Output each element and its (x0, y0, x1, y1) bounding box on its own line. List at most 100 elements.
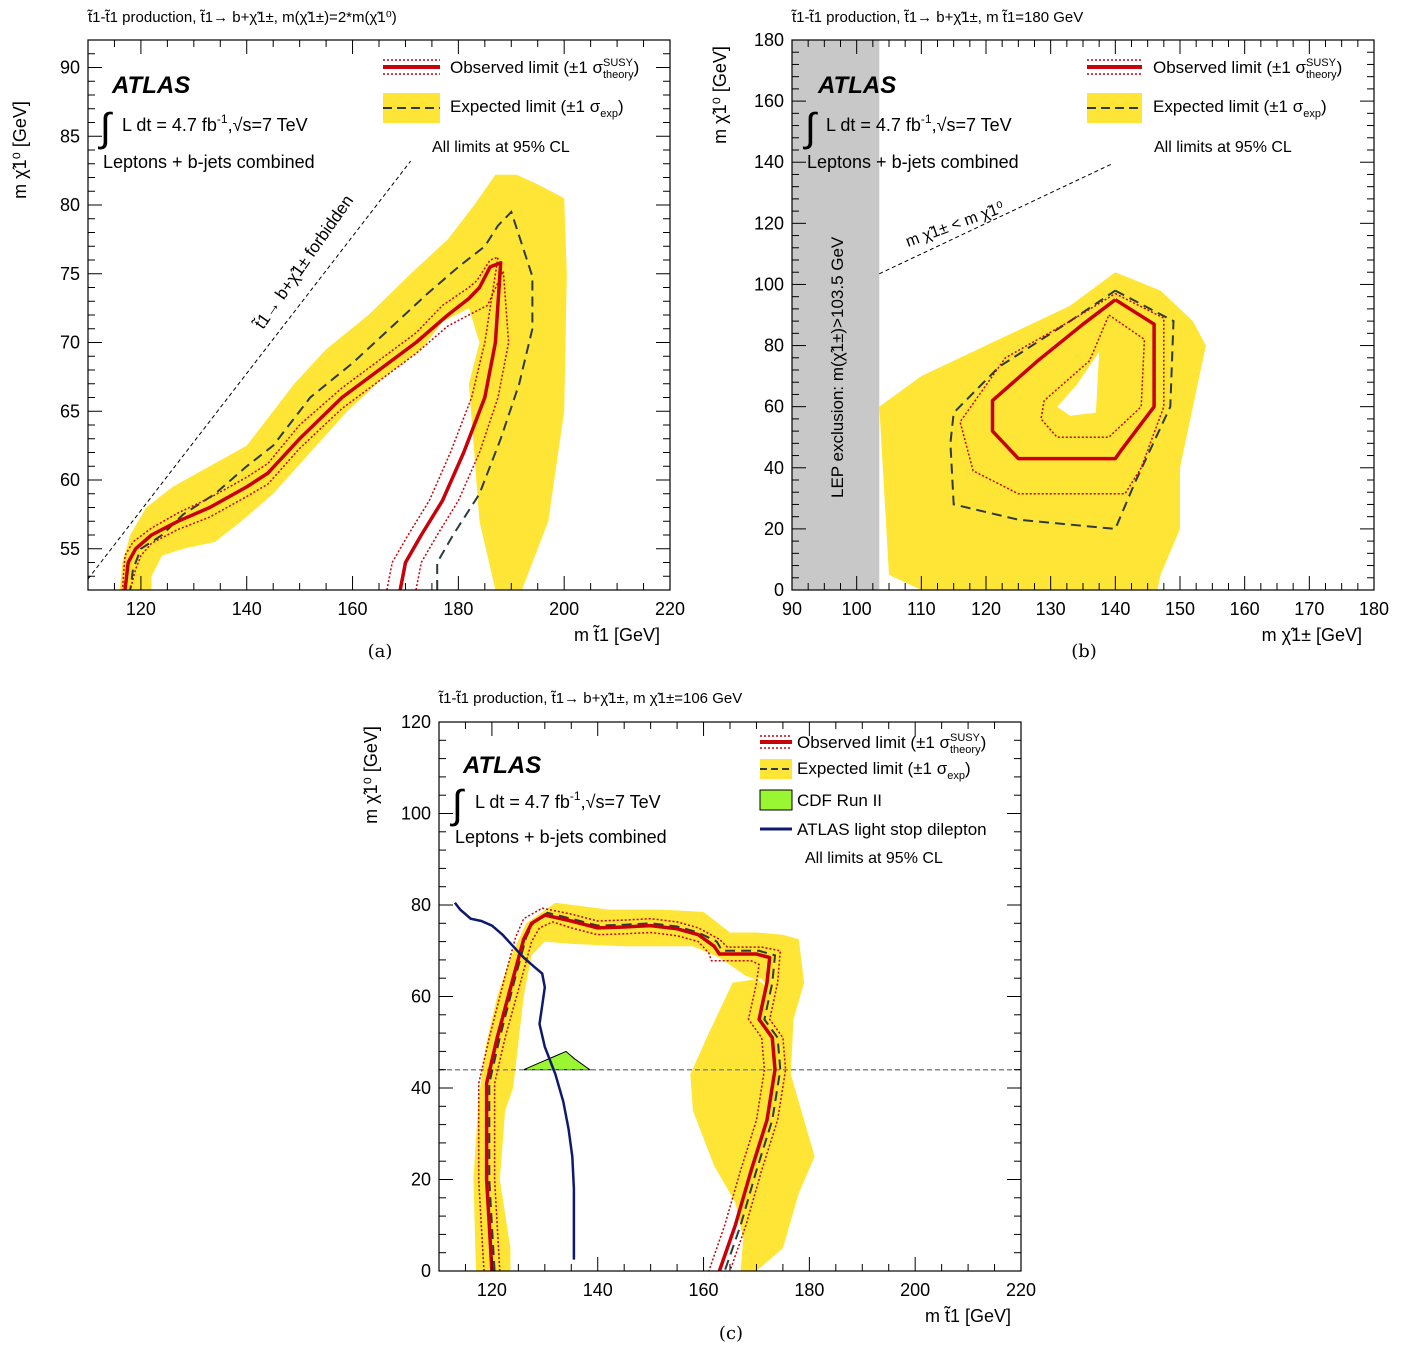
panel-a-channel: Leptons + b-jets combined (103, 152, 315, 172)
panel-a-ylabel: m χ̃1⁰ [GeV] (10, 101, 30, 199)
panel-c-xtick-label: 220 (1006, 1280, 1036, 1300)
panel-b-xtick-label: 120 (971, 599, 1001, 619)
legend-b-observed-sub: theory (1306, 69, 1337, 81)
panel-a-ytick-label: 55 (60, 539, 80, 559)
panel-b-ytick-label: 0 (774, 580, 784, 600)
panel-b-ytick-label: 100 (754, 274, 784, 294)
panel-a-title-text: t̃1-t̃1 production, t̃1→ b+χ̃1±, m(χ̃1±)… (86, 9, 396, 26)
panel-c-channel: Leptons + b-jets combined (455, 827, 667, 847)
panel-b-plot-area (792, 40, 1206, 590)
panel-a-energy: ,√s=7 TeV (228, 115, 308, 135)
panel-a-caption: (a) (368, 641, 393, 662)
legend-expected-label: Expected limit (±1 σexp) (450, 97, 624, 120)
panel-b-ytick-label: 140 (754, 152, 784, 172)
panel-a-ytick-label: 60 (60, 470, 80, 490)
panel-c-lumi-sup: -1 (570, 789, 581, 803)
panel-b-xtick-label: 170 (1294, 599, 1324, 619)
legend-b-observed-sup: SUSY (1306, 57, 1337, 69)
panel-c-integral-icon: ∫ (450, 783, 466, 827)
panel-b: t̃1-t̃1 production, t̃1→ b+χ̃1±, m t̃1=1… (710, 9, 1389, 662)
panel-b-title: t̃1-t̃1 production, t̃1→ b+χ̃1±, m t̃1=1… (790, 9, 1083, 26)
panel-a-ytick-label: 75 (60, 264, 80, 284)
panel-b-kinematic-line (879, 163, 1113, 275)
panel-c-cdf-region (523, 1050, 592, 1071)
panel-b-xtick-label: 100 (842, 599, 872, 619)
panel-c-xtick-label: 200 (900, 1280, 930, 1300)
panel-c-legend: Observed limit (±1 σSUSY theory) Expected… (759, 732, 987, 867)
panel-b-ytick-label: 20 (764, 519, 784, 539)
panel-c: t̃1-t̃1 production, t̃1→ b+χ̃1±, m χ̃1±=… (361, 690, 1036, 1344)
panel-b-axes: 90 100 110 120 130 140 150 160 170 180 0 20 40 60 80 10… (754, 30, 1389, 619)
legend-c-observed-sup: SUSY (950, 732, 981, 744)
panel-b-xtick-label: 130 (1036, 599, 1066, 619)
panel-c-energy: ,√s=7 TeV (581, 792, 661, 812)
panel-a-cl-note: All limits at 95% CL (432, 139, 570, 156)
panel-b-ylabel: m χ̃1⁰ [GeV] (710, 46, 730, 144)
panel-a-observed-limit (123, 261, 503, 590)
panel-a-xtick-label: 140 (232, 599, 262, 619)
panel-b-lep-label: LEP exclusion: m(χ̃1±)>103.5 GeV (828, 236, 847, 498)
panel-a-ytick-label: 85 (60, 126, 80, 146)
panel-c-cl-note: All limits at 95% CL (805, 850, 943, 867)
panel-b-ytick-label: 60 (764, 397, 784, 417)
panel-b-xtick-label: 140 (1100, 599, 1130, 619)
panel-a-plot-area (88, 160, 567, 590)
panel-c-ytick-label: 80 (411, 895, 431, 915)
legend-observed-label: Observed limit (±1 σSUSY theory) (450, 57, 639, 81)
panel-a-xtick-label: 220 (655, 599, 685, 619)
panel-b-ytick-label: 80 (764, 336, 784, 356)
panel-b-expected-limit (949, 289, 1175, 530)
panel-b-observed-limit (990, 298, 1156, 461)
panel-a-atlas-label: ATLAS (111, 72, 190, 99)
panel-c-xlabel: m t̃1 [GeV] (925, 1306, 1011, 1326)
legend-c-cdf-swatch (759, 789, 793, 811)
panel-a-lumi-sup: -1 (217, 112, 228, 126)
panel-b-legend: Observed limit (±1 σSUSY theory) Expected… (1087, 57, 1342, 156)
panel-c-xtick-label: 160 (689, 1280, 719, 1300)
panel-a-ytick-label: 70 (60, 333, 80, 353)
legend-c-expected-text: Expected limit (±1 σ (797, 759, 948, 778)
panel-c-observed-limit (484, 913, 777, 1271)
panel-b-cl-note: All limits at 95% CL (1154, 139, 1292, 156)
panel-c-xtick-label: 120 (477, 1280, 507, 1300)
panel-a-xtick-label: 180 (443, 599, 473, 619)
panel-b-lumi: L dt = 4.7 fb-1,√s=7 TeV (826, 112, 1012, 135)
panel-a-expected-limit (129, 210, 534, 590)
panel-c-ytick-label: 100 (401, 804, 431, 824)
panel-a-ytick-label: 90 (60, 58, 80, 78)
panel-a-xtick-label: 160 (338, 599, 368, 619)
legend-c-dilepton-label: ATLAS light stop dilepton (797, 820, 987, 839)
legend-c-expected-sub: exp (947, 770, 965, 782)
panel-b-xtick-label: 150 (1165, 599, 1195, 619)
panel-a-forbidden-label: t̃1→ b+χ̃1± forbidden (250, 191, 358, 333)
panel-c-xtick-label: 180 (794, 1280, 824, 1300)
panel-b-integral-icon: ∫ (803, 106, 819, 150)
panel-c-dilepton-limit (453, 901, 576, 1260)
panel-b-atlas-label: ATLAS (817, 72, 896, 99)
legend-b-observed-label: Observed limit (±1 σSUSY theory) (1153, 57, 1342, 81)
panel-c-title: t̃1-t̃1 production, t̃1→ b+χ̃1±, m χ̃1±=… (437, 690, 742, 707)
panel-b-channel: Leptons + b-jets combined (807, 152, 1019, 172)
panel-a-lumi-text: L dt = 4.7 fb (122, 115, 217, 135)
panel-c-ytick-label: 120 (401, 712, 431, 732)
legend-observed-sup: SUSY (603, 57, 634, 69)
panel-b-lumi-text: L dt = 4.7 fb (826, 115, 921, 135)
legend-observed-text: Observed limit (±1 σ (450, 58, 604, 77)
panel-c-plot-area (439, 901, 1021, 1271)
panel-a-ytick-label: 80 (60, 195, 80, 215)
panel-b-lep-exclusion-region (792, 40, 880, 590)
panel-a-expected-band (119, 174, 567, 590)
legend-observed-sub: theory (603, 69, 634, 81)
panel-c-ytick-label: 40 (411, 1078, 431, 1098)
panel-a-title: t̃1-t̃1 production, t̃1→ b+χ̃1±, m(χ̃1±)… (86, 9, 396, 26)
panel-a-observed-lower-limit (129, 270, 510, 590)
panel-b-xlabel: m χ̃1± [GeV] (1262, 625, 1362, 645)
panel-b-ytick-label: 40 (764, 458, 784, 478)
panel-c-ytick-label: 0 (421, 1261, 431, 1281)
panel-b-lumi-sup: -1 (921, 112, 932, 126)
panel-c-expected-band (473, 902, 815, 1271)
legend-c-observed-text: Observed limit (±1 σ (797, 733, 951, 752)
panel-b-expected-band (879, 272, 1206, 590)
panel-b-ytick-label: 180 (754, 30, 784, 50)
